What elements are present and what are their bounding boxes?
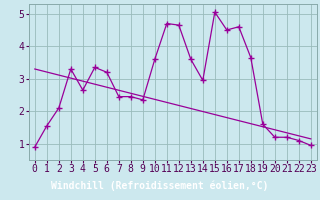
Text: Windchill (Refroidissement éolien,°C): Windchill (Refroidissement éolien,°C) (51, 181, 269, 191)
